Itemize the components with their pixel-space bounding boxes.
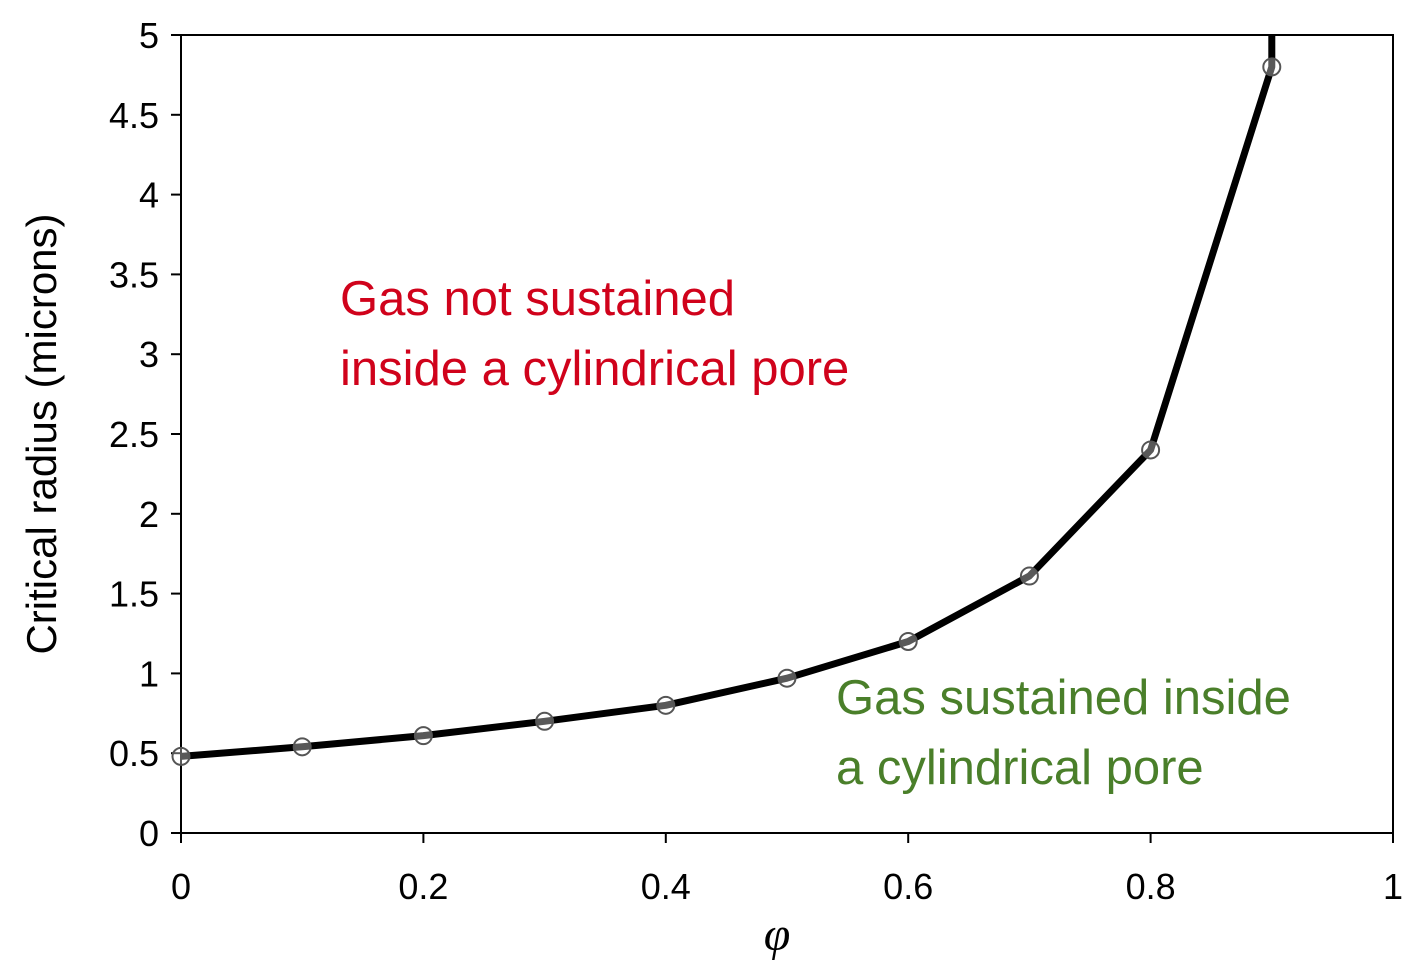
- y-tick-label: 2.5: [109, 414, 159, 455]
- annotation-text: inside a cylindrical pore: [340, 342, 849, 396]
- x-tick-label: 0.8: [1126, 866, 1176, 907]
- y-tick-label: 0.5: [109, 733, 159, 774]
- annotation-text: Gas sustained inside: [836, 671, 1291, 725]
- y-axis: 0 0.5 1 1.5 2 2.5 3 3.5 4 4.5 5: [109, 15, 181, 854]
- data-point: [1141, 440, 1161, 460]
- data-point: [171, 746, 191, 766]
- y-tick-label: 1: [139, 653, 159, 694]
- y-tick-label: 1.5: [109, 574, 159, 615]
- annotations: Gas not sustained inside a cylindrical po…: [340, 272, 1291, 795]
- series-group: [171, 35, 1282, 766]
- y-axis-title: Critical radius (microns): [18, 213, 65, 654]
- y-tick-label: 2: [139, 494, 159, 535]
- y-tick-label: 3: [139, 334, 159, 375]
- data-point: [413, 726, 433, 746]
- x-tick-label: 0.2: [398, 866, 448, 907]
- axis-titles: Critical radius (microns) φ: [18, 213, 790, 961]
- y-tick-label: 3.5: [109, 254, 159, 295]
- x-axis-title: φ: [764, 908, 791, 961]
- y-tick-label: 4.5: [109, 95, 159, 136]
- x-tick-label: 0.4: [641, 866, 691, 907]
- x-tick-label: 0.6: [883, 866, 933, 907]
- x-tick-label: 1: [1383, 866, 1403, 907]
- series-line: [180, 35, 1276, 760]
- x-axis: 0 0.2 0.4 0.6 0.8 1: [171, 833, 1403, 907]
- data-point: [656, 695, 676, 715]
- annotation-text: a cylindrical pore: [836, 741, 1204, 795]
- x-tick-label: 0: [171, 866, 191, 907]
- data-point: [292, 737, 312, 757]
- data-point: [1019, 566, 1039, 586]
- data-point: [898, 631, 918, 651]
- data-point: [1262, 57, 1282, 77]
- data-point: [777, 668, 797, 688]
- y-tick-label: 4: [139, 175, 159, 216]
- annotation-text: Gas not sustained: [340, 272, 735, 326]
- data-point: [535, 711, 555, 731]
- y-tick-label: 0: [139, 813, 159, 854]
- y-tick-label: 5: [139, 15, 159, 56]
